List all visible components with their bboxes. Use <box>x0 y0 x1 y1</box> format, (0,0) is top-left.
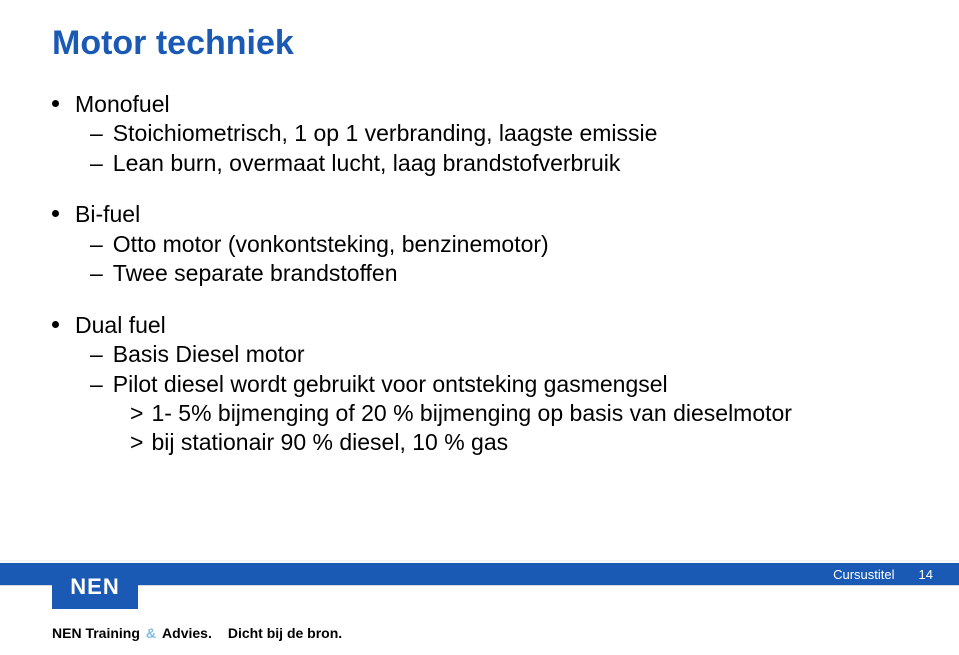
footer-white-area <box>0 585 959 655</box>
bullet-text: bij stationair 90 % diesel, 10 % gas <box>151 428 508 457</box>
bullet-text: 1- 5% bijmenging of 20 % bijmenging op b… <box>151 399 792 428</box>
bullet-text: Dual fuel <box>75 311 166 340</box>
bullet-dot-icon <box>52 100 59 107</box>
bullet-text: Monofuel <box>75 90 170 119</box>
bullet-level-3: > 1- 5% bijmenging of 20 % bijmenging op… <box>130 399 907 428</box>
dash-icon: – <box>90 119 103 148</box>
chevron-icon: > <box>130 428 143 457</box>
tagline-part-1: NEN Training <box>52 625 140 641</box>
slide-root: Motor techniek Monofuel – Stoichiometris… <box>0 0 959 655</box>
dash-icon: – <box>90 149 103 178</box>
tagline-ampersand: & <box>146 625 156 641</box>
bullet-level-1: Bi-fuel <box>52 200 907 229</box>
slide-footer: Cursustitel 14 NEN NEN Training & Advies… <box>0 551 959 655</box>
logo-text: NEN <box>70 574 119 600</box>
bullet-text: Pilot diesel wordt gebruikt voor ontstek… <box>113 370 668 399</box>
nen-logo: NEN <box>52 565 138 609</box>
bullet-text: Otto motor (vonkontsteking, benzinemotor… <box>113 230 549 259</box>
dash-icon: – <box>90 340 103 369</box>
bullet-text: Basis Diesel motor <box>113 340 305 369</box>
dash-icon: – <box>90 259 103 288</box>
bullet-dot-icon <box>52 321 59 328</box>
bullet-level-3: > bij stationair 90 % diesel, 10 % gas <box>130 428 907 457</box>
bullet-level-1: Dual fuel <box>52 311 907 340</box>
dash-icon: – <box>90 370 103 399</box>
slide-title: Motor techniek <box>52 24 294 63</box>
bullet-dot-icon <box>52 210 59 217</box>
dash-icon: – <box>90 230 103 259</box>
bullet-group: Dual fuel – Basis Diesel motor – Pilot d… <box>52 311 907 458</box>
bullet-level-1: Monofuel <box>52 90 907 119</box>
tagline-part-3: Dicht bij de bron. <box>228 625 342 641</box>
bullet-group: Monofuel – Stoichiometrisch, 1 op 1 verb… <box>52 90 907 178</box>
chevron-icon: > <box>130 399 143 428</box>
tagline-part-2: Advies. <box>162 625 212 641</box>
bullet-level-2: – Basis Diesel motor <box>90 340 907 369</box>
bullet-level-2: – Pilot diesel wordt gebruikt voor ontst… <box>90 370 907 399</box>
footer-tagline: NEN Training & Advies. Dicht bij de bron… <box>52 625 342 641</box>
bullet-text: Stoichiometrisch, 1 op 1 verbranding, la… <box>113 119 658 148</box>
footer-label: Cursustitel <box>833 567 894 582</box>
bullet-level-2: – Twee separate brandstoffen <box>90 259 907 288</box>
bullet-text: Twee separate brandstoffen <box>113 259 398 288</box>
bullet-text: Bi-fuel <box>75 200 140 229</box>
bullet-group: Bi-fuel – Otto motor (vonkontsteking, be… <box>52 200 907 288</box>
bullet-level-2: – Lean burn, overmaat lucht, laag brands… <box>90 149 907 178</box>
bullet-level-2: – Otto motor (vonkontsteking, benzinemot… <box>90 230 907 259</box>
slide-content: Monofuel – Stoichiometrisch, 1 op 1 verb… <box>52 90 907 480</box>
footer-page-number: 14 <box>919 567 933 582</box>
bullet-text: Lean burn, overmaat lucht, laag brandsto… <box>113 149 621 178</box>
footer-bar: Cursustitel 14 <box>0 563 959 585</box>
bullet-level-2: – Stoichiometrisch, 1 op 1 verbranding, … <box>90 119 907 148</box>
